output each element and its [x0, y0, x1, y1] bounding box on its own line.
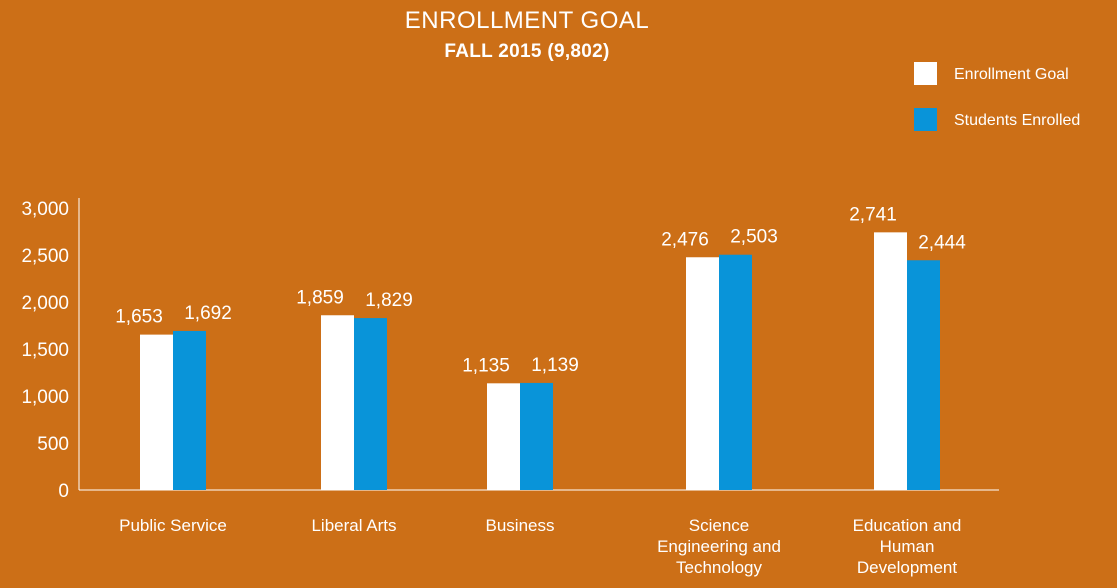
legend-label-students-enrolled: Students Enrolled — [954, 112, 1080, 129]
bar-students-enrolled-liberal-arts — [354, 318, 387, 490]
bar-students-enrolled-education-and-human-development — [907, 260, 940, 490]
legend: Enrollment Goal Students Enrolled — [914, 62, 1080, 131]
data-label-goal: 1,859 — [296, 287, 344, 308]
y-tick-label: 0 — [58, 481, 69, 502]
bar-students-enrolled-business — [520, 382, 553, 490]
data-label-goal: 1,135 — [462, 355, 510, 376]
data-label-goal: 1,653 — [115, 307, 163, 328]
bar-enrollment-goal-science-engineering-and-technology — [686, 257, 719, 490]
bars — [140, 232, 940, 490]
category-label-science-engineering-and-technology: Science Engineering and Technology — [657, 516, 781, 577]
legend-swatch-students-enrolled — [914, 108, 937, 131]
legend-label-enrollment-goal: Enrollment Goal — [954, 66, 1069, 83]
y-tick-label: 1,000 — [21, 387, 69, 408]
y-tick-label: 3,000 — [21, 199, 69, 220]
category-label-public-service: Public Service — [119, 516, 227, 535]
bar-enrollment-goal-public-service — [140, 334, 173, 490]
chart-title: ENROLLMENT GOAL — [405, 7, 649, 34]
axes: 0 500 1,000 1,500 2,000 2,500 3,000 Public Serv… — [21, 198, 999, 577]
data-label-enrolled: 1,692 — [184, 303, 232, 324]
legend-swatch-enrollment-goal — [914, 62, 937, 85]
data-label-goal: 2,741 — [849, 204, 897, 225]
chart-subtitle: FALL 2015 (9,802) — [444, 41, 609, 62]
category-label-business: Business — [486, 516, 555, 535]
data-label-enrolled: 2,503 — [730, 227, 778, 248]
y-tick-label: 500 — [37, 434, 69, 455]
data-label-goal: 2,476 — [661, 229, 709, 250]
bar-enrollment-goal-education-and-human-development — [874, 232, 907, 490]
y-tick-label: 2,500 — [21, 246, 69, 267]
data-labels: 1,653 1,692 1,859 1,829 1,135 1,139 2,476 2,503… — [115, 204, 966, 376]
data-label-enrolled: 1,829 — [365, 290, 413, 311]
bar-enrollment-goal-liberal-arts — [321, 315, 354, 490]
y-tick-label: 1,500 — [21, 340, 69, 361]
bar-enrollment-goal-business — [487, 383, 520, 490]
bar-students-enrolled-public-service — [173, 330, 206, 490]
data-label-enrolled: 1,139 — [531, 355, 579, 376]
bar-students-enrolled-science-engineering-and-technology — [719, 254, 752, 490]
category-label-liberal-arts: Liberal Arts — [311, 516, 396, 535]
data-label-enrolled: 2,444 — [918, 232, 966, 253]
y-tick-label: 2,000 — [21, 293, 69, 314]
category-label-education-and-human-development: Education and Human Development — [853, 516, 962, 577]
